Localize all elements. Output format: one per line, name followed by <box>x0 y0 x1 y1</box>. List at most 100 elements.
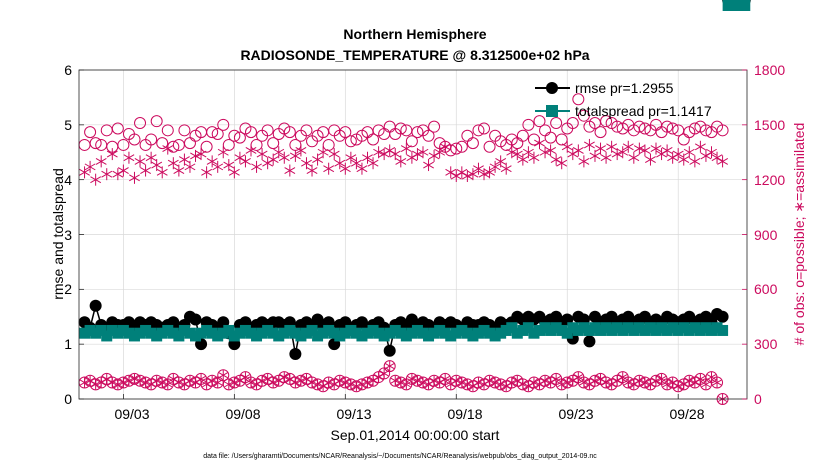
obs-possible-point <box>261 124 274 137</box>
totalspread-point <box>705 324 717 336</box>
y-right-tick-label: 0 <box>754 391 762 407</box>
totalspread-point <box>583 324 595 336</box>
obs-possible-point <box>244 126 257 139</box>
obs-possible-point <box>478 122 491 135</box>
obs-assimilated-point <box>694 140 706 153</box>
totalspread-point <box>500 324 512 336</box>
totalspread-point <box>561 327 573 339</box>
obs-assimilated-point <box>595 142 606 155</box>
totalspread-point <box>373 327 385 339</box>
obs-assimilated-point <box>600 151 612 164</box>
obs-possible-point <box>633 120 646 133</box>
obs-assimilated-point <box>617 146 629 159</box>
totalspread-point <box>545 324 557 336</box>
obs-assimilated-point <box>134 155 146 168</box>
totalspread-point <box>251 330 263 342</box>
obs-assimilated-point <box>628 151 640 164</box>
totalspread-point <box>123 327 135 339</box>
obs-possible-point <box>638 122 651 135</box>
totalspread-point <box>717 324 729 336</box>
y-left-tick-label: 1 <box>64 336 72 352</box>
obs-assimilated-point <box>572 144 584 157</box>
chart-subtitle: RADIOSONDE_TEMPERATURE @ 8.312500e+02 hP… <box>240 47 589 63</box>
totalspread-point <box>95 324 107 336</box>
legend: rmse pr=1.2955 totalspread pr=1.1417 <box>535 80 712 119</box>
obs-assimilated-point <box>228 166 240 179</box>
legend-totalspread-label: totalspread pr=1.1417 <box>575 103 712 119</box>
obs-assimilated-point <box>500 162 512 175</box>
obs-assimilated-point <box>345 151 357 164</box>
totalspread-point <box>223 324 235 336</box>
totalspread-point <box>262 324 274 336</box>
obs-possible-point <box>322 138 335 151</box>
obs-assimilated-point <box>611 148 623 161</box>
totalspread-point <box>556 324 568 336</box>
totalspread-point <box>439 327 451 339</box>
obs-possible-point <box>134 117 147 130</box>
y-left-tick-label: 2 <box>64 281 72 297</box>
series-low-markers <box>78 360 729 405</box>
totalspread-point <box>661 324 673 336</box>
axis-ticks <box>79 69 747 400</box>
obs-assimilated-point <box>90 173 102 186</box>
obs-possible-point <box>450 142 463 155</box>
obs-assimilated-point <box>356 162 368 175</box>
totalspread-point <box>628 324 640 336</box>
obs-possible-point <box>394 122 407 135</box>
obs-possible-point <box>600 115 613 128</box>
totalspread-point <box>533 324 545 336</box>
totalspread-point <box>300 327 312 339</box>
obs-assimilated-point <box>79 166 90 179</box>
series-left-markers <box>78 0 751 361</box>
totalspread-point <box>112 327 124 339</box>
obs-assimilated-point <box>517 153 529 166</box>
x-axis-label: Sep.01,2014 00:00:00 start <box>331 427 500 443</box>
obs-assimilated-point <box>639 144 651 157</box>
y-axis-left-ticks: 0 1 2 3 4 5 6 <box>64 62 72 407</box>
obs-assimilated-point <box>395 155 407 168</box>
totalspread-point <box>184 327 196 339</box>
rmse-point <box>583 335 596 348</box>
x-tick-label: 09/03 <box>114 406 149 422</box>
obs-possible-point <box>516 129 529 142</box>
obs-possible-point <box>699 124 712 137</box>
obs-possible-point <box>145 133 158 146</box>
totalspread-point <box>151 330 163 342</box>
totalspread-point <box>334 330 346 342</box>
obs-assimilated-point <box>251 160 262 173</box>
obs-possible-point <box>217 118 230 131</box>
obs-assimilated-point <box>84 160 96 173</box>
obs-assimilated-low-point <box>379 368 389 379</box>
obs-possible-point <box>411 126 424 139</box>
obs-assimilated-point <box>306 164 318 177</box>
totalspread-point <box>234 327 246 339</box>
y-left-tick-label: 5 <box>64 117 72 133</box>
totalspread-point <box>339 327 351 339</box>
obs-assimilated-point <box>473 162 484 175</box>
obs-assimilated-point <box>706 146 717 159</box>
totalspread-point <box>350 327 362 339</box>
totalspread-point <box>461 327 473 339</box>
totalspread-point <box>428 327 440 339</box>
obs-assimilated-point <box>362 151 373 164</box>
obs-assimilated-point <box>206 155 218 168</box>
obs-assimilated-point <box>295 144 307 157</box>
totalspread-point <box>228 330 240 342</box>
obs-assimilated-point <box>312 153 324 166</box>
y-right-tick-label: 1800 <box>754 62 785 78</box>
obs-possible-point <box>428 120 441 133</box>
obs-assimilated-point <box>289 149 301 162</box>
x-tick-label: 09/23 <box>558 406 593 422</box>
obs-assimilated-point <box>151 159 163 172</box>
obs-assimilated-point <box>650 142 662 155</box>
obs-assimilated-point <box>273 146 285 159</box>
totalspread-point <box>411 324 423 336</box>
obs-assimilated-point <box>423 159 434 172</box>
y-left-tick-label: 0 <box>64 391 72 407</box>
totalspread-point <box>456 324 468 336</box>
obs-assimilated-low-point <box>218 370 228 381</box>
y-right-tick-label: 1200 <box>754 172 785 188</box>
totalspread-point <box>239 324 251 336</box>
obs-assimilated-point <box>489 160 501 173</box>
